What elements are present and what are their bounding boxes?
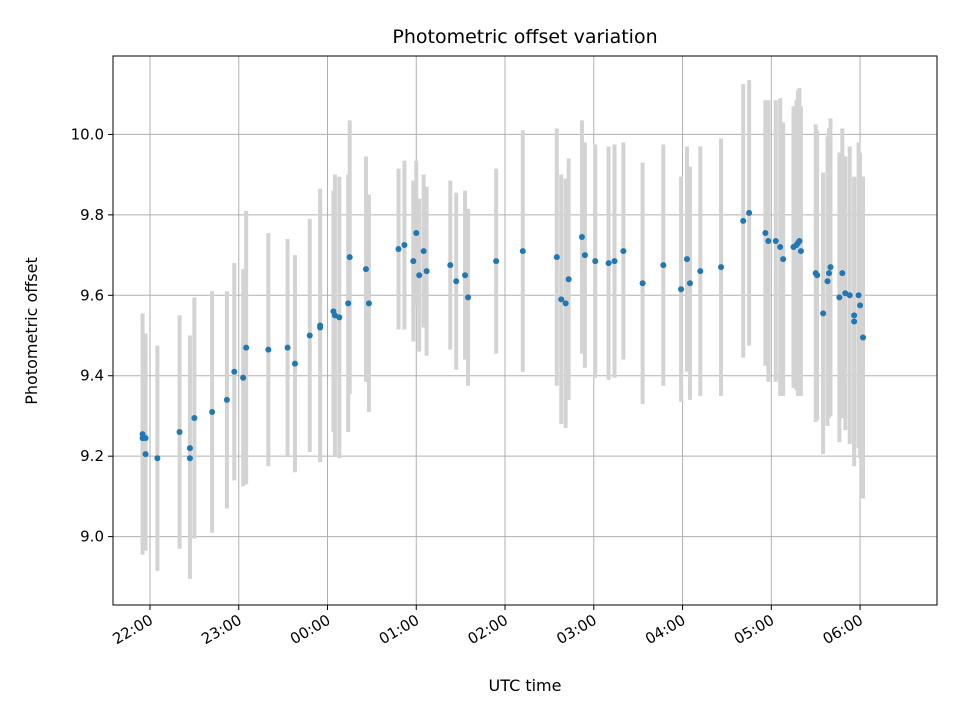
data-point bbox=[762, 229, 769, 236]
data-point bbox=[317, 324, 324, 331]
data-point bbox=[772, 238, 779, 245]
data-point bbox=[413, 229, 420, 236]
data-point bbox=[660, 262, 667, 269]
data-point bbox=[519, 248, 526, 255]
error-bars bbox=[140, 80, 866, 579]
data-point bbox=[718, 264, 725, 271]
data-point bbox=[186, 445, 193, 452]
data-point bbox=[855, 292, 862, 299]
x-tick-label: 01:00 bbox=[376, 611, 422, 648]
data-point bbox=[176, 429, 183, 436]
data-point bbox=[826, 270, 833, 277]
data-point bbox=[846, 292, 853, 299]
y-tick-label: 9.6 bbox=[80, 286, 104, 304]
data-point bbox=[639, 280, 646, 287]
data-point bbox=[581, 252, 588, 259]
data-point bbox=[605, 260, 612, 267]
data-point bbox=[740, 217, 747, 224]
data-point bbox=[265, 346, 272, 353]
data-point bbox=[186, 455, 193, 462]
data-point bbox=[578, 233, 585, 240]
data-point bbox=[447, 262, 454, 269]
data-point bbox=[851, 318, 858, 325]
x-tick-label: 23:00 bbox=[198, 611, 244, 648]
data-point bbox=[243, 344, 250, 351]
data-point bbox=[796, 238, 803, 245]
data-point bbox=[291, 360, 298, 367]
data-point bbox=[683, 256, 690, 263]
plot-frame bbox=[112, 55, 938, 606]
y-axis-ticks: 9.0 9.2 9.4 9.6 9.8 10.0 bbox=[71, 125, 113, 546]
y-axis-label: Photometric offset bbox=[22, 257, 41, 405]
data-point bbox=[453, 278, 460, 285]
data-point bbox=[231, 368, 238, 375]
chart-title: Photometric offset variation bbox=[392, 26, 657, 48]
data-point bbox=[620, 248, 627, 255]
y-tick-label: 9.8 bbox=[80, 206, 104, 224]
data-point bbox=[686, 280, 693, 287]
data-point bbox=[797, 248, 804, 255]
data-point bbox=[362, 266, 369, 273]
data-point bbox=[562, 300, 569, 307]
data-point bbox=[493, 258, 500, 265]
data-point bbox=[746, 209, 753, 216]
data-point bbox=[765, 238, 772, 245]
data-point bbox=[851, 312, 858, 319]
data-point bbox=[857, 302, 864, 309]
data-point bbox=[553, 254, 560, 261]
data-point bbox=[423, 268, 430, 275]
data-point bbox=[565, 276, 572, 283]
data-point bbox=[345, 300, 352, 307]
x-tick-label: 04:00 bbox=[642, 611, 688, 648]
data-point bbox=[401, 242, 408, 249]
data-point bbox=[465, 294, 472, 301]
y-tick-label: 9.2 bbox=[80, 447, 104, 465]
data-point bbox=[611, 258, 618, 265]
data-point bbox=[240, 374, 247, 381]
x-tick-label: 06:00 bbox=[820, 611, 866, 648]
data-point bbox=[780, 256, 787, 263]
data-point bbox=[346, 254, 353, 261]
data-point bbox=[306, 332, 313, 339]
x-tick-label: 05:00 bbox=[731, 611, 777, 648]
data-point bbox=[820, 310, 827, 317]
data-point bbox=[462, 272, 469, 279]
x-axis-ticks: 22:00 23:00 00:00 01:00 02:00 03:00 04:00 05:00… bbox=[110, 605, 866, 648]
data-point bbox=[416, 272, 423, 279]
data-point bbox=[209, 408, 216, 415]
data-point bbox=[777, 244, 784, 251]
data-point bbox=[191, 414, 198, 421]
data-point bbox=[154, 455, 161, 462]
data-point bbox=[824, 278, 831, 285]
y-tick-label: 9.4 bbox=[80, 367, 104, 385]
data-point bbox=[410, 258, 417, 265]
data-point bbox=[592, 258, 599, 265]
x-tick-label: 02:00 bbox=[465, 611, 511, 648]
data-point bbox=[827, 264, 834, 271]
data-point bbox=[697, 268, 704, 275]
data-points bbox=[139, 209, 867, 462]
data-point bbox=[142, 435, 149, 442]
x-tick-label: 22:00 bbox=[110, 611, 156, 648]
y-tick-label: 10.0 bbox=[71, 125, 104, 143]
data-point bbox=[142, 451, 149, 458]
data-point bbox=[420, 248, 427, 255]
data-point bbox=[365, 300, 372, 307]
data-point bbox=[836, 294, 843, 301]
x-axis-label: UTC time bbox=[489, 676, 562, 695]
x-tick-label: 00:00 bbox=[287, 611, 333, 648]
data-point bbox=[395, 246, 402, 253]
data-point bbox=[860, 334, 867, 341]
data-point bbox=[284, 344, 291, 351]
data-point bbox=[678, 286, 685, 293]
data-point bbox=[558, 296, 565, 303]
data-point bbox=[814, 272, 821, 279]
y-tick-label: 9.0 bbox=[80, 528, 104, 546]
x-tick-label: 03:00 bbox=[553, 611, 599, 648]
grid bbox=[113, 56, 937, 605]
data-point bbox=[223, 396, 230, 403]
data-point bbox=[839, 270, 846, 277]
data-point bbox=[336, 314, 343, 321]
